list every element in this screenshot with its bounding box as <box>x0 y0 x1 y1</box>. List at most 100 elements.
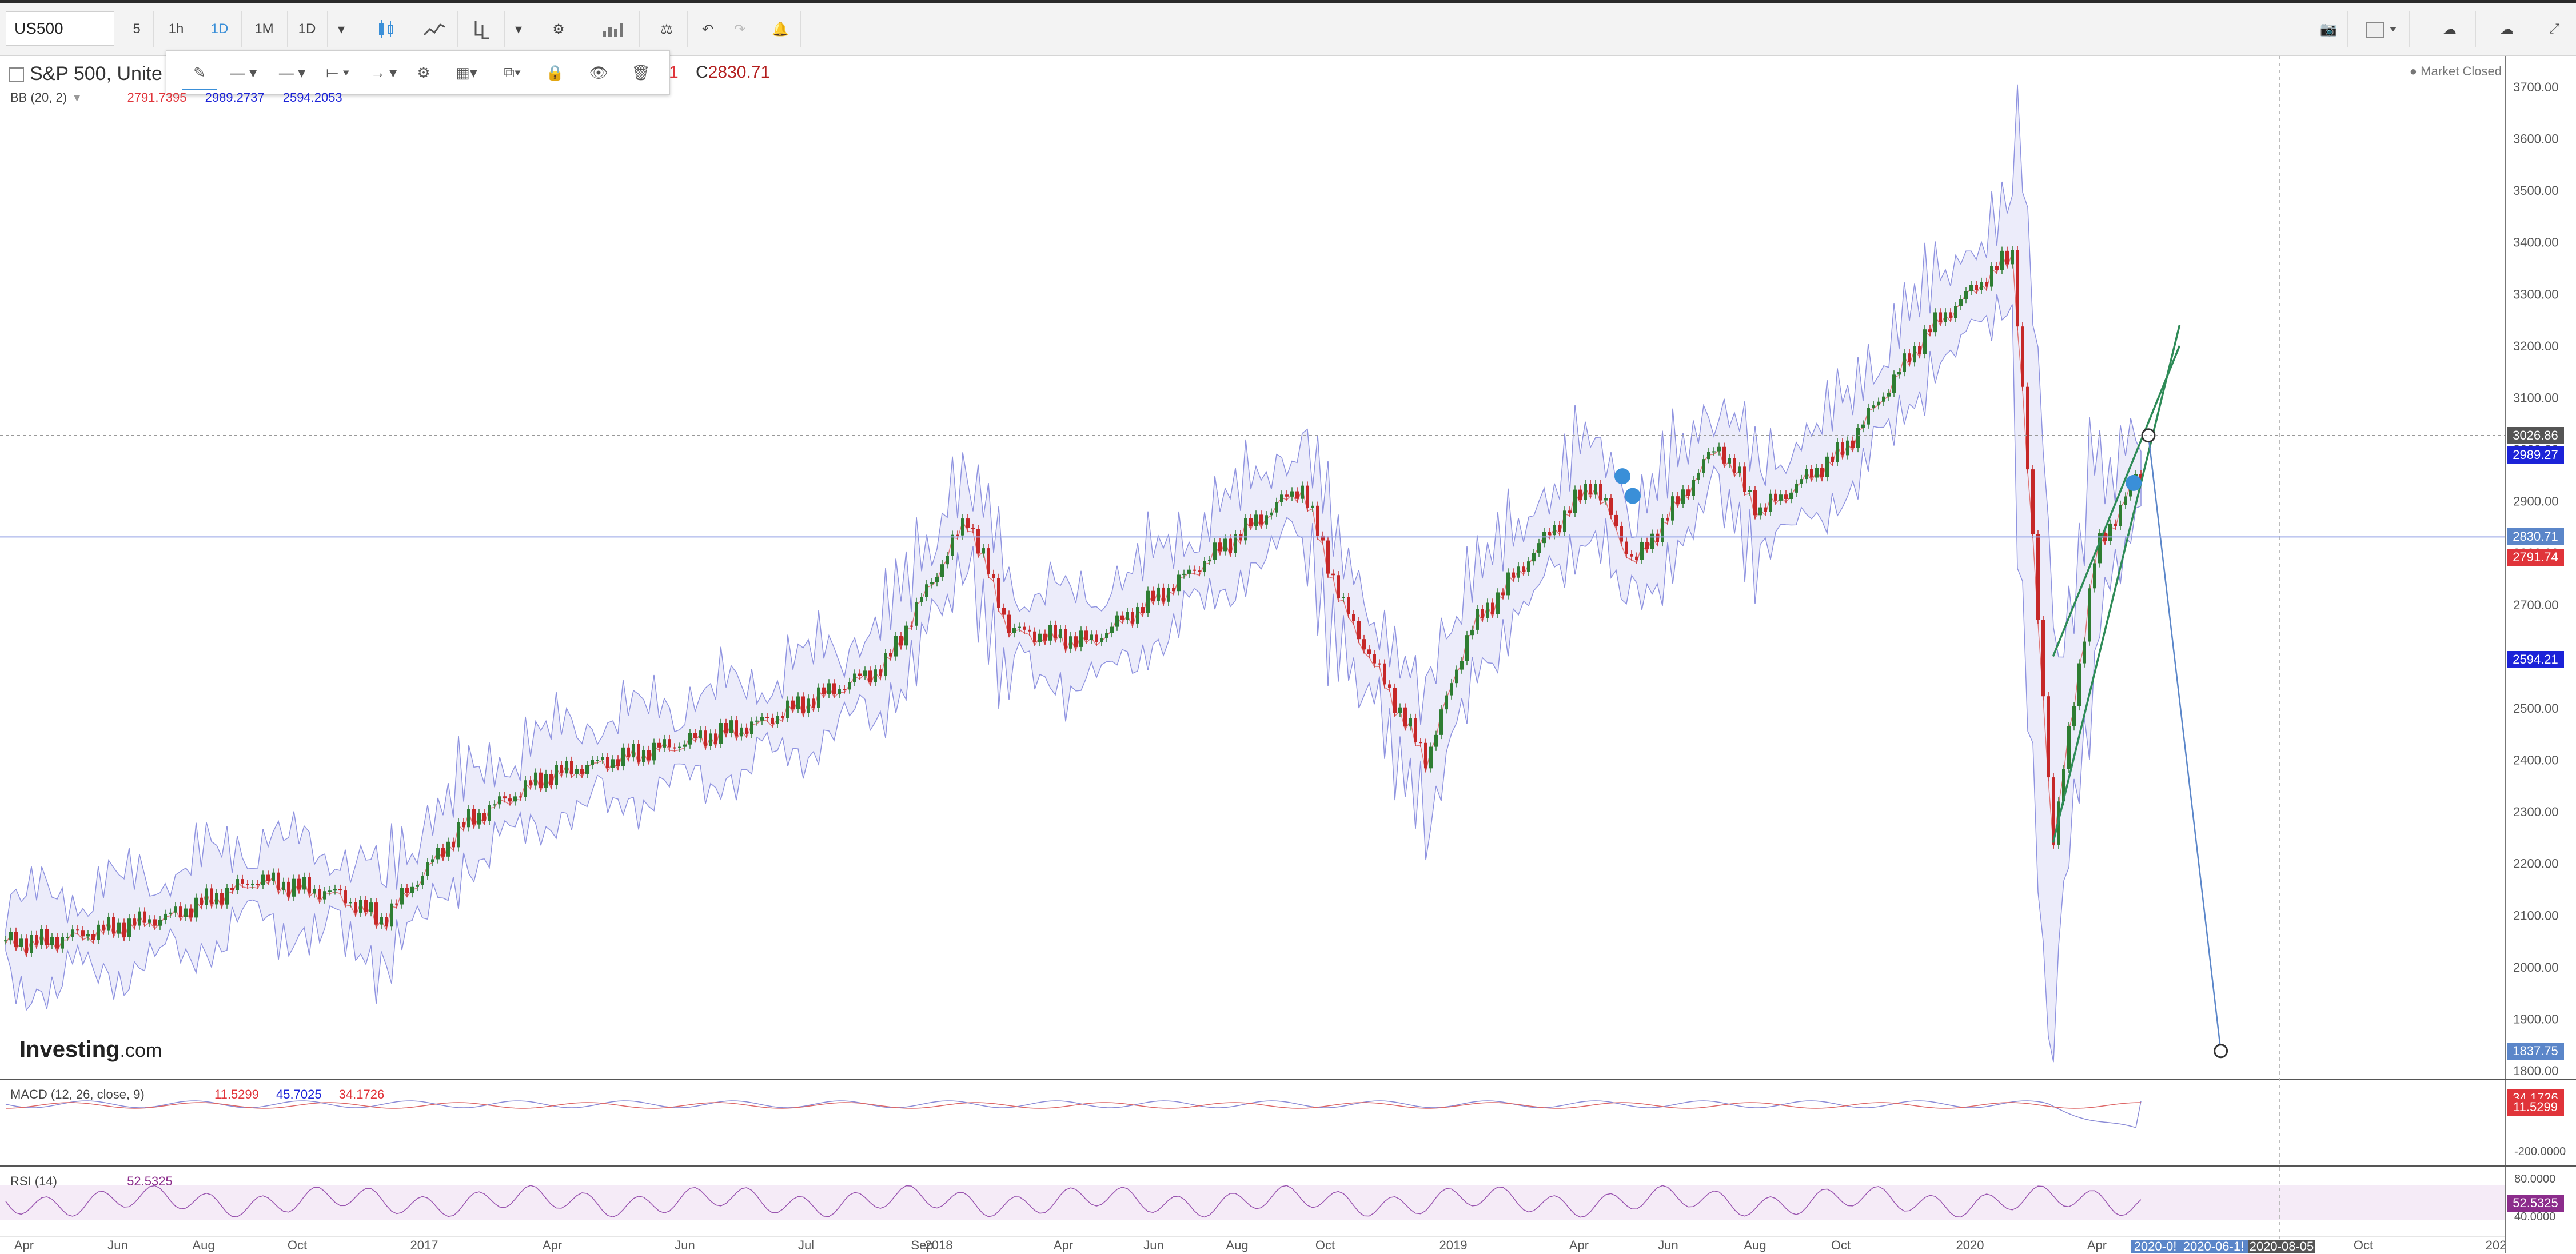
interval-custom[interactable]: 1D <box>287 11 328 47</box>
investing-logo: Investing.com <box>19 1037 162 1063</box>
candle-body <box>765 717 769 718</box>
candle-body <box>2114 523 2117 526</box>
candle-body <box>1692 480 1695 496</box>
candle-body <box>1671 496 1674 521</box>
line-color-icon[interactable]: — ▾ <box>230 63 257 81</box>
compare-icon[interactable] <box>412 11 458 47</box>
interval-1m[interactable]: 1M <box>241 11 288 47</box>
redo-icon[interactable]: ↷ <box>724 11 756 47</box>
candle-body <box>956 534 959 536</box>
candle-body <box>2052 777 2055 845</box>
interval-1h[interactable]: 1h <box>154 11 198 47</box>
candle-body <box>729 720 733 733</box>
collapse-legend-icon[interactable] <box>9 67 24 83</box>
pencil-icon[interactable]: ✎ <box>182 57 217 90</box>
candle-body <box>2098 533 2102 564</box>
price-axis[interactable]: 1800.00 1900.00 2000.00 2100.00 2200.00 2300.… <box>2513 80 2559 1078</box>
price-tick-label: 3200.00 <box>2513 339 2559 353</box>
interval-5[interactable]: 5 <box>120 11 154 47</box>
candle-body <box>1722 446 1726 464</box>
fullscreen-icon[interactable]: ⤢ <box>2549 21 2560 37</box>
visibility-eye-icon[interactable]: 👁 <box>589 63 608 81</box>
candle-body <box>946 556 949 565</box>
price-tick-label: 2000.00 <box>2513 960 2559 975</box>
candle-body <box>519 796 522 798</box>
candle-body <box>1033 631 1036 642</box>
candle-body <box>1851 440 1855 448</box>
lock-icon[interactable]: 🔒 <box>545 63 565 81</box>
candle-body <box>657 742 661 748</box>
line-style-icon[interactable]: ⟝ ▾ <box>326 63 350 81</box>
candle-body <box>308 876 311 894</box>
candle-body <box>1867 408 1870 425</box>
drawing-settings-icon[interactable]: ⚙ <box>417 63 430 81</box>
rsi-legend[interactable]: RSI (14) 52.5325 <box>10 1174 173 1189</box>
candle-body <box>1383 663 1386 685</box>
price-tick-label: 2200.00 <box>2513 857 2559 871</box>
cloud-upload-icon[interactable]: ☁ <box>2481 11 2533 47</box>
candle-body <box>822 687 826 694</box>
candle-body <box>884 653 887 677</box>
candle-body <box>1928 329 1932 333</box>
candle-body <box>1445 695 1448 710</box>
candle-body <box>127 918 131 937</box>
candle-body <box>2093 563 2096 589</box>
candle-body <box>1758 507 1762 516</box>
candle-body <box>1506 572 1510 596</box>
price-tick-label: 1800.00 <box>2513 1064 2559 1078</box>
close-label: C <box>696 63 708 82</box>
candles-icon[interactable] <box>366 11 406 47</box>
time-tick-label: Oct <box>288 1238 307 1252</box>
alert-bell-icon[interactable]: 🔔 <box>760 11 801 47</box>
candle-body <box>874 669 877 682</box>
bb-legend[interactable]: BB (20, 2) ▾ 2791.7395 2989.2737 2594.20… <box>10 90 342 105</box>
candle-body <box>1090 634 1093 640</box>
candle-body <box>1151 590 1155 601</box>
candle-body <box>405 888 409 893</box>
candle-body <box>1434 734 1438 747</box>
candle-body <box>838 689 841 694</box>
scale-icon[interactable]: ⚖ <box>646 11 688 47</box>
candle-body <box>812 698 815 708</box>
date-tag-2: 2020-06-1! <box>2179 1239 2248 1253</box>
candle-body <box>210 888 213 905</box>
candle-body <box>292 878 296 897</box>
user-drawings[interactable] <box>1614 325 2228 1059</box>
clone-icon[interactable]: ⧉▾ <box>504 63 521 81</box>
symbol-input[interactable]: US500 <box>6 11 114 46</box>
candle-body <box>488 805 491 821</box>
interval-dropdown-icon[interactable]: ▾ <box>327 11 356 47</box>
indicators-icon[interactable] <box>461 11 505 47</box>
candle-body <box>1254 514 1258 526</box>
settings-gear-icon[interactable]: ⚙ <box>539 11 579 47</box>
candle-body <box>467 809 470 828</box>
candle-body <box>1933 312 1937 333</box>
time-tick-label: Apr <box>543 1238 562 1252</box>
candle-body <box>86 934 90 937</box>
line-end-icon[interactable]: → ▾ <box>370 63 397 81</box>
camera-icon[interactable]: 📷 <box>2310 11 2348 47</box>
time-tick-label: Jun <box>107 1238 127 1252</box>
volume-profile-icon[interactable] <box>584 11 640 47</box>
line-width-icon[interactable]: — ▾ <box>278 63 306 81</box>
candle-body <box>349 902 352 904</box>
bb-dropdown-icon[interactable]: ▾ <box>74 90 81 105</box>
time-tick-label: Apr <box>1054 1238 1073 1252</box>
undo-icon[interactable]: ↶ <box>692 11 724 47</box>
candle-body <box>1949 312 1952 318</box>
visual-order-icon[interactable]: ▦▾ <box>456 63 477 81</box>
macd-legend[interactable]: MACD (12, 26, close, 9) 11.5299 45.7025 … <box>10 1087 384 1102</box>
indicators-dropdown-icon[interactable]: ▾ <box>504 11 533 47</box>
cloud-download-icon[interactable]: ☁ <box>2424 11 2476 47</box>
price-chart[interactable]: 1800.00 1900.00 2000.00 2100.00 2200.00 2300.… <box>0 56 2576 1253</box>
candle-body <box>1661 518 1664 542</box>
candle-body <box>807 698 810 713</box>
interval-1d[interactable]: 1D <box>198 11 242 47</box>
symbol-legend[interactable]: S&P 500, Unite <box>9 63 162 85</box>
layout-select-icon[interactable] <box>2354 11 2410 47</box>
candle-body <box>2067 726 2071 769</box>
trash-icon[interactable]: 🗑 <box>631 63 651 81</box>
candle-body <box>148 919 151 923</box>
candle-body <box>817 687 820 708</box>
